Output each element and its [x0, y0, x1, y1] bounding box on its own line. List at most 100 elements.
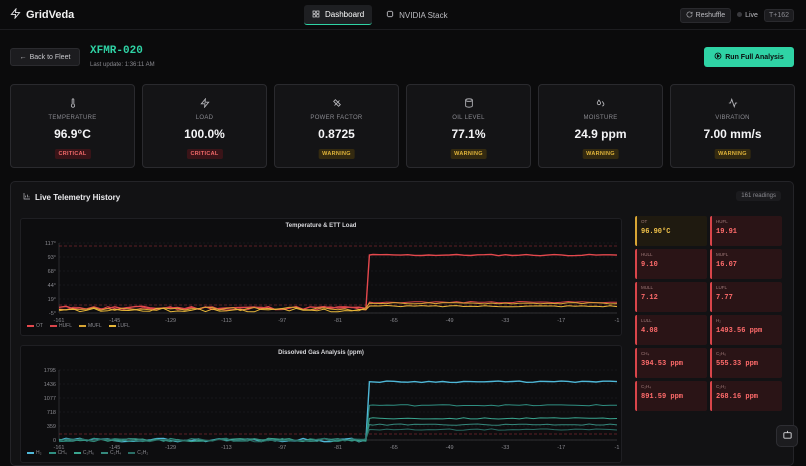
- status-badge: WARNING: [714, 149, 751, 159]
- tab-nvidia-stack[interactable]: NVIDIA Stack: [378, 5, 455, 25]
- run-label: Run Full Analysis: [725, 54, 783, 61]
- legend-item: C₂H₆: [74, 450, 94, 456]
- back-to-fleet-button[interactable]: ← Back to Fleet: [10, 48, 80, 66]
- legend-item: LUFL: [109, 323, 130, 329]
- x-tick-label: -17: [557, 445, 565, 451]
- tab-dashboard[interactable]: Dashboard: [304, 5, 372, 25]
- legend-item: H₂: [27, 450, 42, 456]
- x-tick-label: -1: [615, 318, 620, 324]
- x-tick-label: -113: [221, 318, 232, 324]
- card-value: 100.0%: [143, 127, 266, 141]
- x-tick-label: -129: [165, 318, 176, 324]
- x-tick-label: -81: [334, 445, 342, 451]
- top-bar: GridVeda Dashboard NVIDIA Stack Reshuffl…: [0, 0, 806, 30]
- y-tick-label: 44°: [48, 283, 56, 289]
- y-tick-label: 117°: [45, 241, 56, 247]
- chat-bot-button[interactable]: [776, 425, 798, 447]
- y-tick-label: 93°: [48, 255, 56, 261]
- gas-chart-svg: 1795143610777183590-161-145-129-113-97-8…: [21, 356, 621, 456]
- card-temperature[interactable]: TEMPERATURE 96.9°C CRITICAL: [10, 84, 135, 168]
- status-badge: WARNING: [318, 149, 355, 159]
- card-load[interactable]: LOAD 100.0% CRITICAL: [142, 84, 267, 168]
- card-moisture[interactable]: MOISTURE 24.9 ppm WARNING: [538, 84, 663, 168]
- y-tick-label: 68°: [48, 269, 56, 275]
- temperature-chart-svg: 117°93°68°44°19°-5°-161-145-129-113-97-8…: [21, 229, 621, 329]
- legend-item: MUFL: [79, 323, 102, 329]
- droplets-icon: [596, 95, 606, 113]
- status-badge: WARNING: [450, 149, 487, 159]
- x-tick-label: -97: [278, 445, 286, 451]
- tab-dashboard-label: Dashboard: [325, 10, 364, 19]
- y-tick-label: -5°: [49, 311, 56, 317]
- telemetry-panel: Live Telemetry History 161 readings Temp…: [10, 181, 794, 466]
- y-tick-label: 19°: [48, 297, 56, 303]
- reshuffle-label: Reshuffle: [696, 12, 725, 19]
- chart-legend: H₂ CH₄ C₂H₆ C₂H₄ C₂H₂: [27, 450, 148, 456]
- refresh-icon: [686, 11, 693, 20]
- card-value: 7.00 mm/s: [671, 127, 794, 141]
- x-tick-label: -1: [615, 445, 620, 451]
- card-value: 77.1%: [407, 127, 530, 141]
- run-full-analysis-button[interactable]: Run Full Analysis: [704, 47, 794, 67]
- live-indicator[interactable]: Live: [737, 12, 758, 19]
- grid-icon: [312, 10, 320, 20]
- series-line: [59, 381, 617, 442]
- metric-cards: TEMPERATURE 96.9°C CRITICAL LOAD 100.0% …: [10, 84, 796, 168]
- x-tick-label: -65: [390, 318, 398, 324]
- cpu-icon: [386, 10, 394, 20]
- y-tick-label: 1436: [44, 382, 56, 388]
- last-update: Last update: 1:36:11 AM: [90, 62, 155, 68]
- zap-icon: [200, 95, 210, 113]
- series-line: [59, 254, 617, 309]
- status-badge: CRITICAL: [186, 149, 222, 159]
- telemetry-title: Live Telemetry History: [35, 193, 120, 202]
- bot-icon: [782, 427, 793, 445]
- y-tick-label: 0: [53, 438, 56, 444]
- y-tick-label: 1077: [44, 396, 56, 402]
- activity-icon: [728, 95, 738, 113]
- card-label: TEMPERATURE: [11, 115, 134, 121]
- card-value: 96.9°C: [11, 127, 134, 141]
- legend-item: OT: [27, 323, 43, 329]
- arrow-left-icon: ←: [20, 54, 27, 61]
- card-vibration[interactable]: VIBRATION 7.00 mm/s WARNING: [670, 84, 795, 168]
- x-tick-label: -97: [278, 318, 286, 324]
- y-tick-label: 359: [47, 424, 56, 430]
- top-actions: Reshuffle Live T+162: [680, 8, 794, 23]
- thermometer-icon: [68, 95, 78, 113]
- gauge-icon: [332, 95, 342, 113]
- legend-item: CH₄: [49, 450, 67, 456]
- card-power-factor[interactable]: POWER FACTOR 0.8725 WARNING: [274, 84, 399, 168]
- reshuffle-button[interactable]: Reshuffle: [680, 8, 731, 23]
- play-circle-icon: [714, 52, 722, 62]
- brand[interactable]: GridVeda: [10, 8, 74, 22]
- temperature-chart[interactable]: Temperature & ETT Load 117°93°68°44°19°-…: [20, 218, 622, 336]
- status-badge: WARNING: [582, 149, 619, 159]
- tab-nvidia-label: NVIDIA Stack: [399, 11, 447, 20]
- x-tick-label: -65: [390, 445, 398, 451]
- asset-id: XFMR-020: [90, 45, 143, 57]
- card-label: VIBRATION: [671, 115, 794, 121]
- panel-title: Live Telemetry History: [23, 192, 120, 202]
- x-tick-label: -81: [334, 318, 342, 324]
- x-tick-label: -33: [501, 445, 509, 451]
- asset-header: ← Back to Fleet XFMR-020 Last update: 1:…: [10, 45, 796, 75]
- card-oil-level[interactable]: OIL LEVEL 77.1% WARNING: [406, 84, 531, 168]
- card-label: OIL LEVEL: [407, 115, 530, 121]
- series-line: [59, 405, 617, 442]
- legend-item: C₂H₂: [128, 450, 148, 456]
